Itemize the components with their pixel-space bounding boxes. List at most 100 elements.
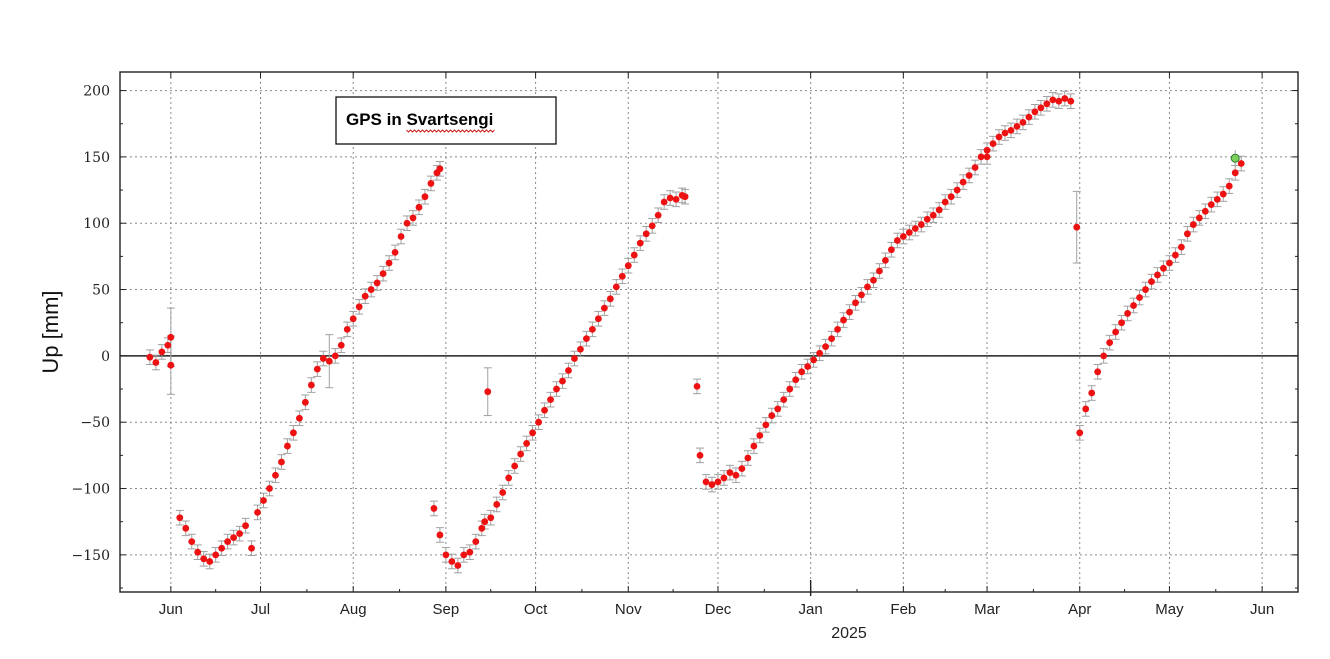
data-point — [935, 206, 943, 214]
data-point — [977, 153, 985, 161]
data-point — [331, 352, 339, 360]
data-point — [1013, 122, 1021, 130]
data-point — [391, 249, 399, 256]
data-point — [965, 172, 973, 179]
data-point — [200, 555, 208, 563]
data-point — [266, 485, 273, 492]
data-point — [1076, 429, 1084, 437]
data-point — [618, 272, 626, 280]
data-point — [379, 270, 387, 278]
data-point — [436, 531, 444, 539]
data-point — [750, 442, 758, 450]
data-point — [1019, 119, 1027, 126]
data-point — [846, 308, 853, 316]
x-tick-label: Dec — [705, 601, 732, 618]
data-point — [929, 211, 937, 219]
data-point — [236, 530, 243, 538]
data-point — [403, 219, 411, 227]
data-point — [681, 193, 689, 201]
data-point — [343, 325, 351, 333]
y-tick-label: −150 — [72, 548, 110, 564]
x-tick-label: Feb — [890, 601, 916, 618]
data-point — [1082, 405, 1090, 413]
data-point — [164, 341, 172, 349]
data-point — [606, 295, 614, 303]
data-point — [325, 357, 333, 365]
data-point — [1130, 302, 1137, 309]
chart-title: GPS in Svartsengi — [346, 110, 493, 129]
data-point — [146, 353, 154, 361]
data-point — [666, 194, 674, 202]
x-tick-label: Jun — [159, 601, 183, 618]
data-point — [272, 471, 279, 479]
data-point — [529, 429, 536, 437]
data-point — [1031, 108, 1039, 116]
data-point — [248, 544, 255, 552]
data-point — [780, 396, 788, 404]
data-point — [923, 215, 931, 223]
data-point — [702, 478, 710, 486]
axis-ticks: −150 −100 −50 0 50 100 150 200 Jun Jul Aug Sep Oct No… — [72, 72, 1298, 618]
data-point — [295, 414, 303, 422]
data-point — [535, 418, 542, 426]
data-point — [708, 481, 716, 488]
data-point — [798, 368, 806, 376]
x-tick-label: Jun — [1250, 601, 1274, 618]
data-point — [167, 361, 175, 369]
data-point — [565, 367, 572, 374]
data-point — [828, 335, 835, 343]
data-point — [762, 421, 770, 429]
y-tick-label: −100 — [72, 482, 110, 498]
y-axis-label: Up [mm] — [38, 290, 63, 373]
spellcheck-underline — [406, 129, 495, 133]
data-point — [720, 474, 728, 482]
data-point — [1025, 113, 1033, 121]
data-point — [430, 505, 438, 512]
data-point — [1061, 95, 1069, 102]
data-point — [1142, 286, 1149, 293]
data-point — [1088, 389, 1096, 397]
data-point — [1213, 195, 1221, 203]
data-point — [1166, 259, 1173, 267]
data-point — [373, 279, 381, 287]
x-axis-label: 2025 — [831, 625, 867, 642]
data-point — [693, 382, 701, 390]
data-point — [905, 229, 913, 236]
data-point — [478, 524, 486, 532]
data-point — [648, 222, 656, 230]
data-point — [481, 518, 489, 526]
data-point — [774, 405, 782, 413]
data-point — [1100, 352, 1108, 360]
data-point — [870, 276, 877, 284]
data-point — [284, 442, 291, 450]
data-point — [971, 164, 979, 171]
data-point — [654, 211, 662, 219]
data-points — [146, 95, 1245, 569]
data-point — [834, 325, 841, 333]
y-tick-label: 200 — [83, 84, 110, 100]
data-point — [947, 193, 955, 201]
data-point — [1112, 328, 1120, 336]
data-point — [672, 195, 680, 203]
data-point — [409, 214, 417, 222]
title-box-frame — [335, 96, 557, 145]
data-point — [660, 198, 668, 206]
data-point — [899, 233, 907, 240]
data-point — [505, 474, 513, 482]
data-point — [1207, 201, 1215, 209]
data-point — [254, 509, 261, 516]
data-point — [1049, 96, 1057, 104]
data-point — [1183, 230, 1191, 238]
data-point — [493, 501, 501, 508]
data-point — [636, 239, 644, 247]
data-point — [1231, 169, 1239, 177]
data-point — [744, 454, 752, 462]
data-point — [995, 133, 1003, 141]
data-point — [989, 140, 997, 148]
data-point — [194, 548, 202, 556]
data-point — [442, 551, 450, 559]
data-point — [792, 376, 800, 384]
data-point — [726, 469, 734, 477]
data-point — [612, 283, 620, 291]
